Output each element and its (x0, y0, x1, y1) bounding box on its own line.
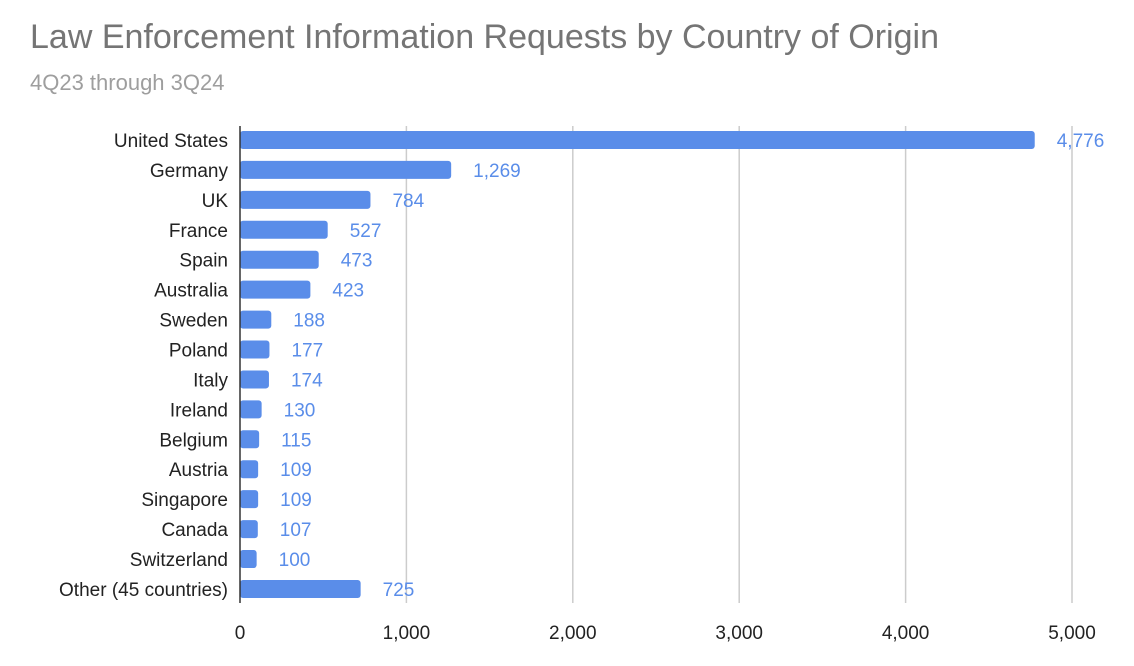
category-label: Austria (169, 460, 229, 481)
x-tick-label: 1,000 (383, 623, 431, 644)
data-label: 177 (291, 341, 323, 362)
category-labels: United States Germany UK France Spain Austral… (59, 131, 228, 601)
data-label: 109 (280, 460, 312, 481)
bars (240, 131, 1035, 598)
chart-title: Law Enforcement Information Requests by … (30, 18, 939, 56)
gridlines (405, 126, 1073, 603)
category-label: Singapore (141, 490, 228, 511)
bar (240, 550, 257, 569)
bar (240, 220, 328, 239)
category-label: Sweden (159, 311, 228, 332)
data-label: 473 (341, 251, 373, 272)
x-tick-label: 0 (235, 623, 246, 644)
x-tick-label: 3,000 (715, 623, 763, 644)
bar (240, 490, 259, 509)
category-label: Belgium (159, 430, 228, 451)
bar (240, 520, 258, 539)
category-label: Australia (154, 281, 228, 302)
bar (240, 370, 269, 389)
data-label: 107 (280, 520, 312, 541)
category-label: Germany (150, 161, 229, 182)
data-label: 188 (293, 311, 325, 332)
category-label: France (169, 221, 228, 242)
x-tick-label: 2,000 (549, 623, 597, 644)
bar (240, 131, 1035, 149)
data-label: 527 (350, 221, 382, 242)
data-label: 423 (332, 281, 364, 302)
category-label: United States (114, 131, 228, 152)
data-label: 109 (280, 490, 312, 511)
data-labels: 4,776 1,269 784 527 473 423 188 177 174 130 115 109… (279, 131, 1105, 601)
category-label: Other (45 countries) (59, 580, 228, 601)
category-label: Canada (161, 520, 228, 541)
bar (240, 340, 270, 359)
data-label: 174 (291, 370, 323, 391)
x-tick-label: 4,000 (882, 623, 930, 644)
data-label: 4,776 (1057, 131, 1105, 152)
bar (240, 250, 319, 269)
data-label: 725 (383, 580, 415, 601)
bar (240, 160, 452, 179)
chart-subtitle: 4Q23 through 3Q24 (30, 70, 225, 95)
category-label: UK (202, 191, 229, 212)
x-tick-labels: 0 1,000 2,000 3,000 4,000 5,000 (235, 623, 1096, 644)
bar (240, 460, 259, 479)
data-label: 1,269 (473, 161, 521, 182)
bar (240, 579, 361, 598)
bar (240, 190, 371, 209)
data-label: 115 (281, 430, 311, 451)
data-label: 130 (284, 400, 316, 421)
category-label: Spain (179, 251, 228, 272)
bar (240, 310, 272, 329)
category-label: Switzerland (130, 550, 228, 571)
data-label: 784 (392, 191, 424, 212)
bar (240, 280, 311, 299)
x-tick-label: 5,000 (1048, 623, 1096, 644)
bar (240, 430, 260, 449)
bar (240, 400, 262, 419)
category-label: Italy (193, 370, 228, 391)
category-label: Ireland (170, 400, 228, 421)
data-label: 100 (279, 550, 311, 571)
category-label: Poland (169, 341, 228, 362)
